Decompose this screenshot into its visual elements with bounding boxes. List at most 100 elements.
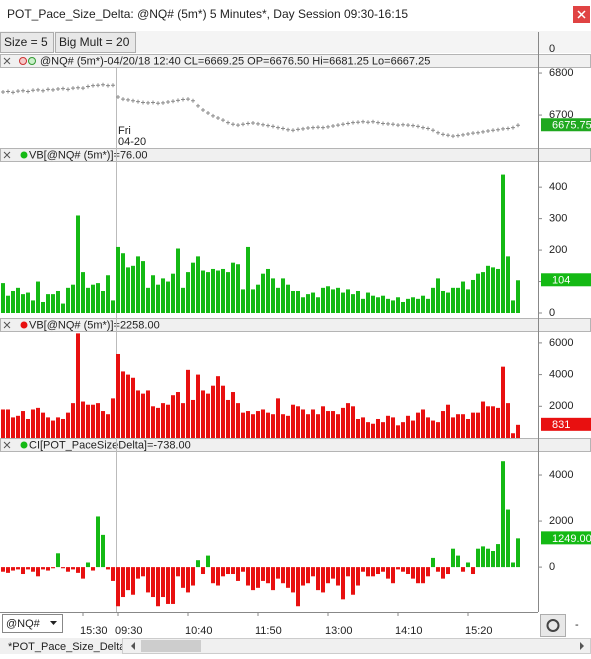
bar — [166, 567, 170, 604]
bar — [431, 557, 435, 568]
bar — [156, 284, 160, 313]
bar — [311, 292, 315, 313]
bar — [471, 412, 475, 438]
last-value-label: 831 — [552, 419, 570, 431]
bar — [126, 267, 130, 313]
price-mark — [446, 133, 450, 138]
x-tick-label: 15:20 — [465, 625, 493, 637]
bar — [106, 414, 110, 438]
x-tick-label: 09:30 — [115, 625, 143, 637]
bar — [286, 284, 290, 313]
price-mark — [316, 125, 320, 130]
bar — [171, 567, 175, 604]
close-icon[interactable] — [3, 151, 11, 159]
price-mark — [41, 88, 45, 93]
symbol-dropdown[interactable] — [2, 614, 63, 633]
price-mark — [66, 87, 70, 92]
last-value-box — [541, 531, 591, 545]
price-mark — [266, 123, 270, 128]
size-button[interactable] — [0, 32, 54, 53]
bar — [336, 287, 340, 313]
price-mark — [421, 125, 425, 130]
bar — [296, 567, 300, 607]
bar — [236, 403, 240, 438]
bar — [121, 567, 125, 598]
bar — [326, 567, 330, 584]
bar — [101, 290, 105, 313]
tab-label[interactable]: *POT_Pace_Size_Delta — [8, 641, 126, 653]
price-mark — [261, 122, 265, 127]
price-mark — [81, 86, 85, 91]
big-mult-button[interactable] — [55, 32, 136, 53]
price-mark — [171, 99, 175, 104]
bar — [71, 567, 75, 570]
bar — [426, 298, 430, 313]
price-mark — [246, 121, 250, 126]
bar — [466, 418, 470, 438]
bar — [481, 401, 485, 438]
bar — [476, 412, 480, 438]
price-mark — [326, 124, 330, 129]
bar — [61, 567, 65, 569]
bar — [106, 567, 110, 570]
price-mark — [131, 98, 135, 103]
window-title: POT_Pace_Size_Delta: @NQ# (5m*) 5 Minute… — [7, 7, 408, 21]
price-mark — [256, 121, 260, 126]
refresh-button[interactable] — [540, 614, 566, 637]
price-mark — [111, 83, 115, 88]
bar — [26, 567, 30, 570]
bar — [296, 406, 300, 438]
bar — [476, 273, 480, 313]
bar — [91, 567, 95, 571]
size-button-label[interactable]: Size = 5 — [4, 35, 48, 49]
bar — [381, 295, 385, 313]
bar — [271, 278, 275, 313]
bar — [111, 398, 115, 438]
big-mult-button-label[interactable]: Big Mult = 20 — [59, 35, 130, 49]
price-mark — [21, 88, 25, 93]
bar — [86, 562, 90, 568]
scrollbar[interactable] — [122, 638, 591, 654]
pane-title: @NQ# (5m*)-04/20/18 12:40 CL=6669.25 OP=… — [40, 55, 430, 67]
bar — [431, 420, 435, 438]
dot-icon — [20, 441, 28, 449]
bar — [41, 301, 45, 313]
bar — [126, 567, 130, 591]
close-button[interactable] — [573, 6, 590, 23]
bar — [256, 411, 260, 438]
price-mark — [116, 94, 120, 99]
bar — [406, 567, 410, 575]
bar — [441, 567, 445, 579]
bar — [96, 283, 100, 313]
symbol-label[interactable]: @NQ# — [6, 618, 41, 630]
bar — [221, 268, 225, 313]
bar — [516, 538, 520, 568]
price-mark — [1, 89, 5, 94]
bar — [71, 284, 75, 313]
bar — [141, 393, 145, 438]
close-icon[interactable] — [3, 321, 11, 329]
bar — [146, 390, 150, 438]
price-mark — [496, 127, 500, 132]
bar — [236, 264, 240, 313]
bar — [356, 290, 360, 313]
close-icon[interactable] — [3, 57, 11, 65]
price-mark — [16, 89, 20, 94]
pane-title: CI[POT_PaceSizeDelta]=-738.00 — [29, 439, 191, 451]
price-mark — [146, 100, 150, 105]
bar — [66, 287, 70, 313]
bar — [76, 215, 80, 313]
bar — [191, 567, 195, 586]
price-mark — [251, 121, 255, 126]
y-tick-label: 4000 — [549, 469, 573, 481]
price-mark — [391, 122, 395, 127]
bar — [186, 272, 190, 313]
close-icon[interactable] — [3, 441, 11, 449]
bar — [76, 567, 80, 573]
bar — [76, 333, 80, 438]
bar — [156, 567, 160, 607]
bar — [231, 262, 235, 313]
pane-title: VB[@NQ# (5m*)]=76.00 — [29, 149, 147, 161]
bar — [301, 409, 305, 438]
bar — [481, 546, 485, 568]
